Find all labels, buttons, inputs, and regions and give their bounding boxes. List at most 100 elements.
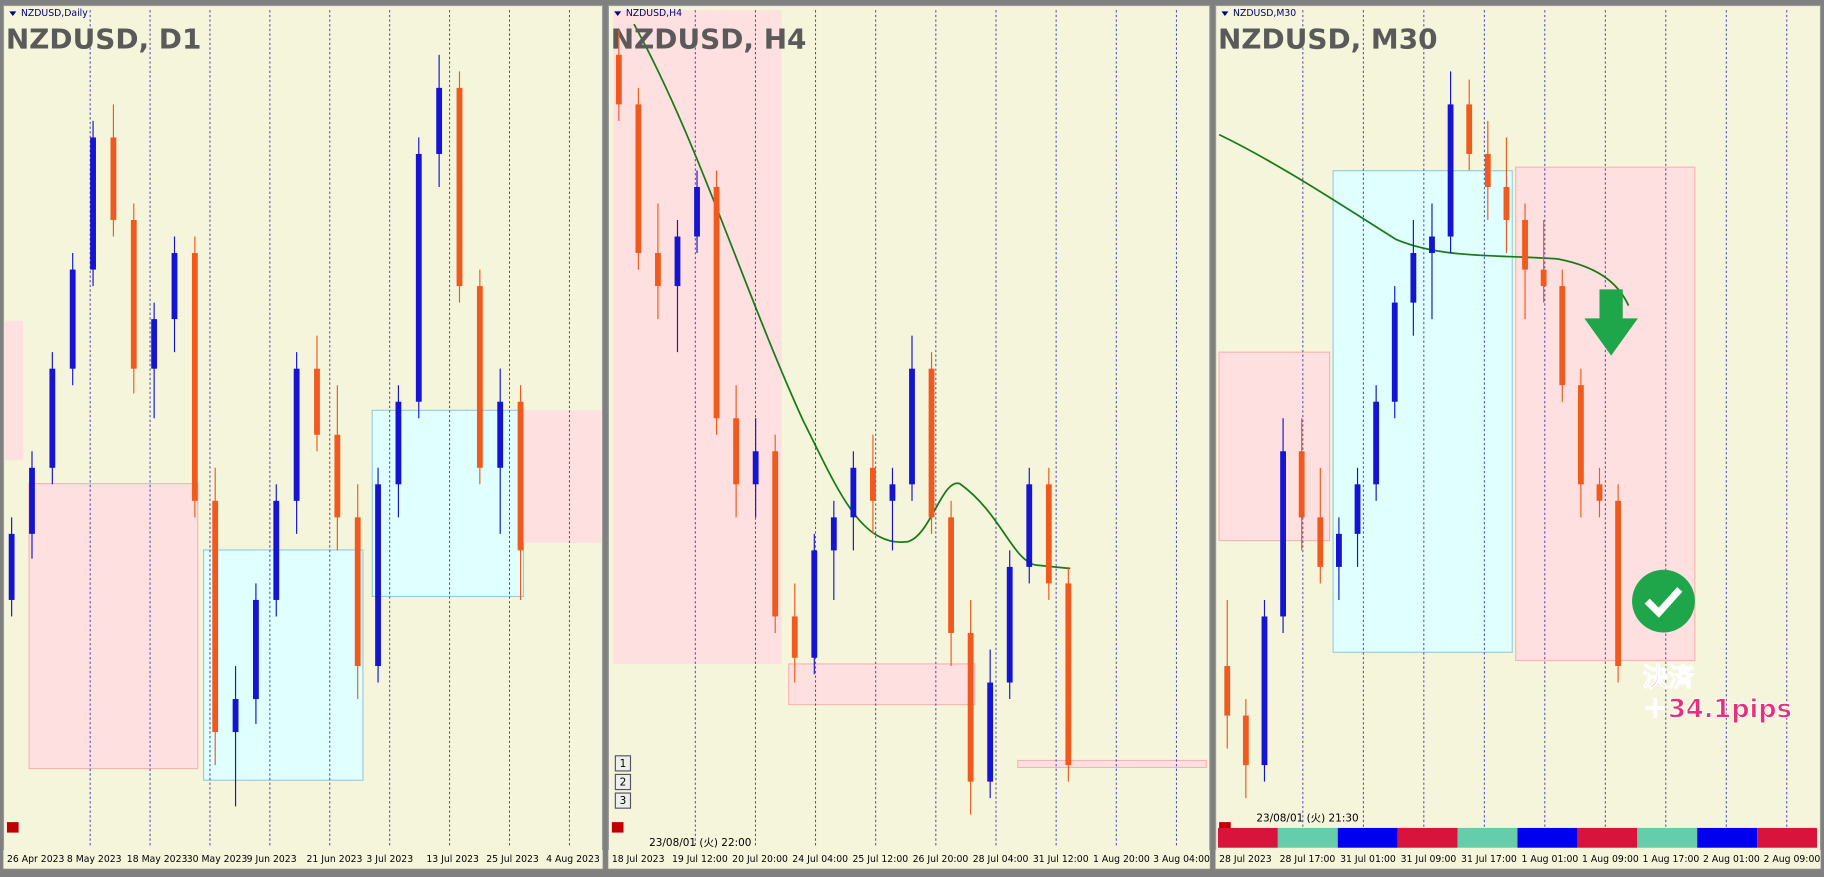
candle-body	[1410, 253, 1417, 303]
candle-body	[354, 517, 361, 667]
candle-body	[253, 599, 259, 700]
session-bar	[1337, 827, 1398, 848]
candle-body	[713, 186, 720, 419]
time-label: 26 Jul 20:00	[913, 854, 969, 865]
candle-body	[1006, 566, 1013, 683]
candle-body	[870, 467, 876, 501]
candle-body	[1540, 269, 1547, 287]
candle-body	[293, 368, 300, 501]
moving-average	[1218, 133, 1630, 306]
candle-body	[395, 401, 402, 485]
session-bar	[1217, 827, 1278, 848]
candle-body	[1373, 401, 1380, 485]
window-title: NZDUSD,Daily	[21, 8, 88, 19]
zone	[4, 320, 24, 461]
zone	[788, 663, 976, 706]
time-label: 31 Jul 09:00	[1401, 854, 1457, 865]
candle-body	[1596, 484, 1603, 501]
time-label: 1 Aug 17:00	[1643, 854, 1700, 865]
tab-button[interactable]	[614, 755, 632, 772]
tab-button[interactable]	[614, 773, 632, 791]
candle-body	[8, 533, 15, 600]
session-bar	[1457, 827, 1518, 848]
time-axis-bg	[1215, 850, 1821, 869]
check-icon	[1632, 569, 1695, 633]
candle-body	[212, 500, 219, 733]
tab-button-label: 3	[620, 795, 627, 807]
status-text: 23/08/01 (火) 22:00	[649, 837, 751, 849]
candle-body	[1242, 715, 1249, 766]
candle-body	[171, 253, 178, 320]
time-label: 28 Jul 04:00	[973, 854, 1029, 865]
tab-button-label: 1	[620, 758, 627, 770]
down-arrow	[1584, 289, 1638, 356]
candle-body	[967, 632, 974, 782]
time-label: 31 Jul 01:00	[1340, 854, 1396, 865]
candle-body	[791, 616, 798, 658]
time-label: 8 May 2023	[67, 854, 122, 865]
time-label: 2 Aug 09:00	[1764, 854, 1821, 865]
candle-body	[232, 699, 239, 733]
candle-body	[1429, 236, 1435, 254]
time-label: 3 Aug 04:00	[1153, 854, 1210, 865]
zone	[1017, 759, 1207, 769]
time-label: 26 Apr 2023	[7, 854, 65, 865]
time-label: 24 Jul 04:00	[792, 854, 848, 865]
candle-body	[928, 368, 935, 518]
tab-button[interactable]	[614, 792, 632, 809]
candle-body	[29, 467, 35, 534]
candle-body	[1280, 451, 1286, 617]
zone	[523, 410, 602, 543]
candle-body	[948, 517, 954, 633]
session-bar	[1637, 827, 1698, 848]
time-label: 9 Jun 2023	[247, 854, 297, 865]
candle-body	[1336, 533, 1342, 567]
candle-body	[49, 368, 56, 468]
candle-body	[811, 550, 818, 658]
candle-body	[1317, 517, 1324, 567]
candle-body	[334, 434, 341, 518]
candle-body	[517, 401, 524, 551]
settle-text: 決済	[1643, 662, 1695, 693]
time-label: 2 Aug 01:00	[1703, 854, 1760, 865]
time-label: 19 Jul 12:00	[672, 854, 728, 865]
session-bar	[1697, 827, 1758, 848]
candle-body	[436, 87, 443, 154]
time-label: 3 Jul 2023	[366, 854, 413, 865]
candle-body	[1224, 666, 1231, 716]
time-axis-bg	[3, 850, 603, 869]
candle-body	[415, 153, 422, 402]
zone	[28, 483, 199, 770]
session-bar	[1277, 827, 1338, 848]
menu-triangle	[9, 11, 17, 16]
time-label: 28 Jul 2023	[1219, 854, 1272, 865]
candle-body	[615, 54, 622, 105]
close-button	[1219, 822, 1231, 833]
time-label: 4 Aug 2023	[546, 854, 600, 865]
candle-body	[497, 401, 504, 468]
candle-body	[1466, 104, 1473, 154]
candle-body	[1484, 153, 1491, 187]
candle-body	[850, 467, 857, 518]
menu-triangle	[1221, 11, 1229, 16]
candle-body	[1447, 104, 1454, 237]
time-label: 1 Aug 01:00	[1522, 854, 1579, 865]
chart-label: NZDUSD, M30	[1218, 22, 1438, 55]
window-title: NZDUSD,H4	[626, 8, 682, 19]
candle-body	[733, 418, 740, 485]
candle-body	[151, 319, 158, 369]
status-text: 23/08/01 (火) 21:30	[1256, 813, 1358, 825]
candle-body	[1522, 220, 1528, 270]
candle-body	[655, 253, 661, 287]
candle-body	[456, 87, 463, 287]
candle-body	[1559, 286, 1566, 386]
window-title: NZDUSD,M30	[1233, 8, 1296, 19]
time-label: 18 Jul 2023	[612, 854, 665, 865]
candle-body	[635, 104, 642, 254]
candle-body	[90, 137, 96, 270]
candle-body	[987, 682, 994, 782]
pips-text: ＋34.1pips	[1643, 694, 1792, 724]
